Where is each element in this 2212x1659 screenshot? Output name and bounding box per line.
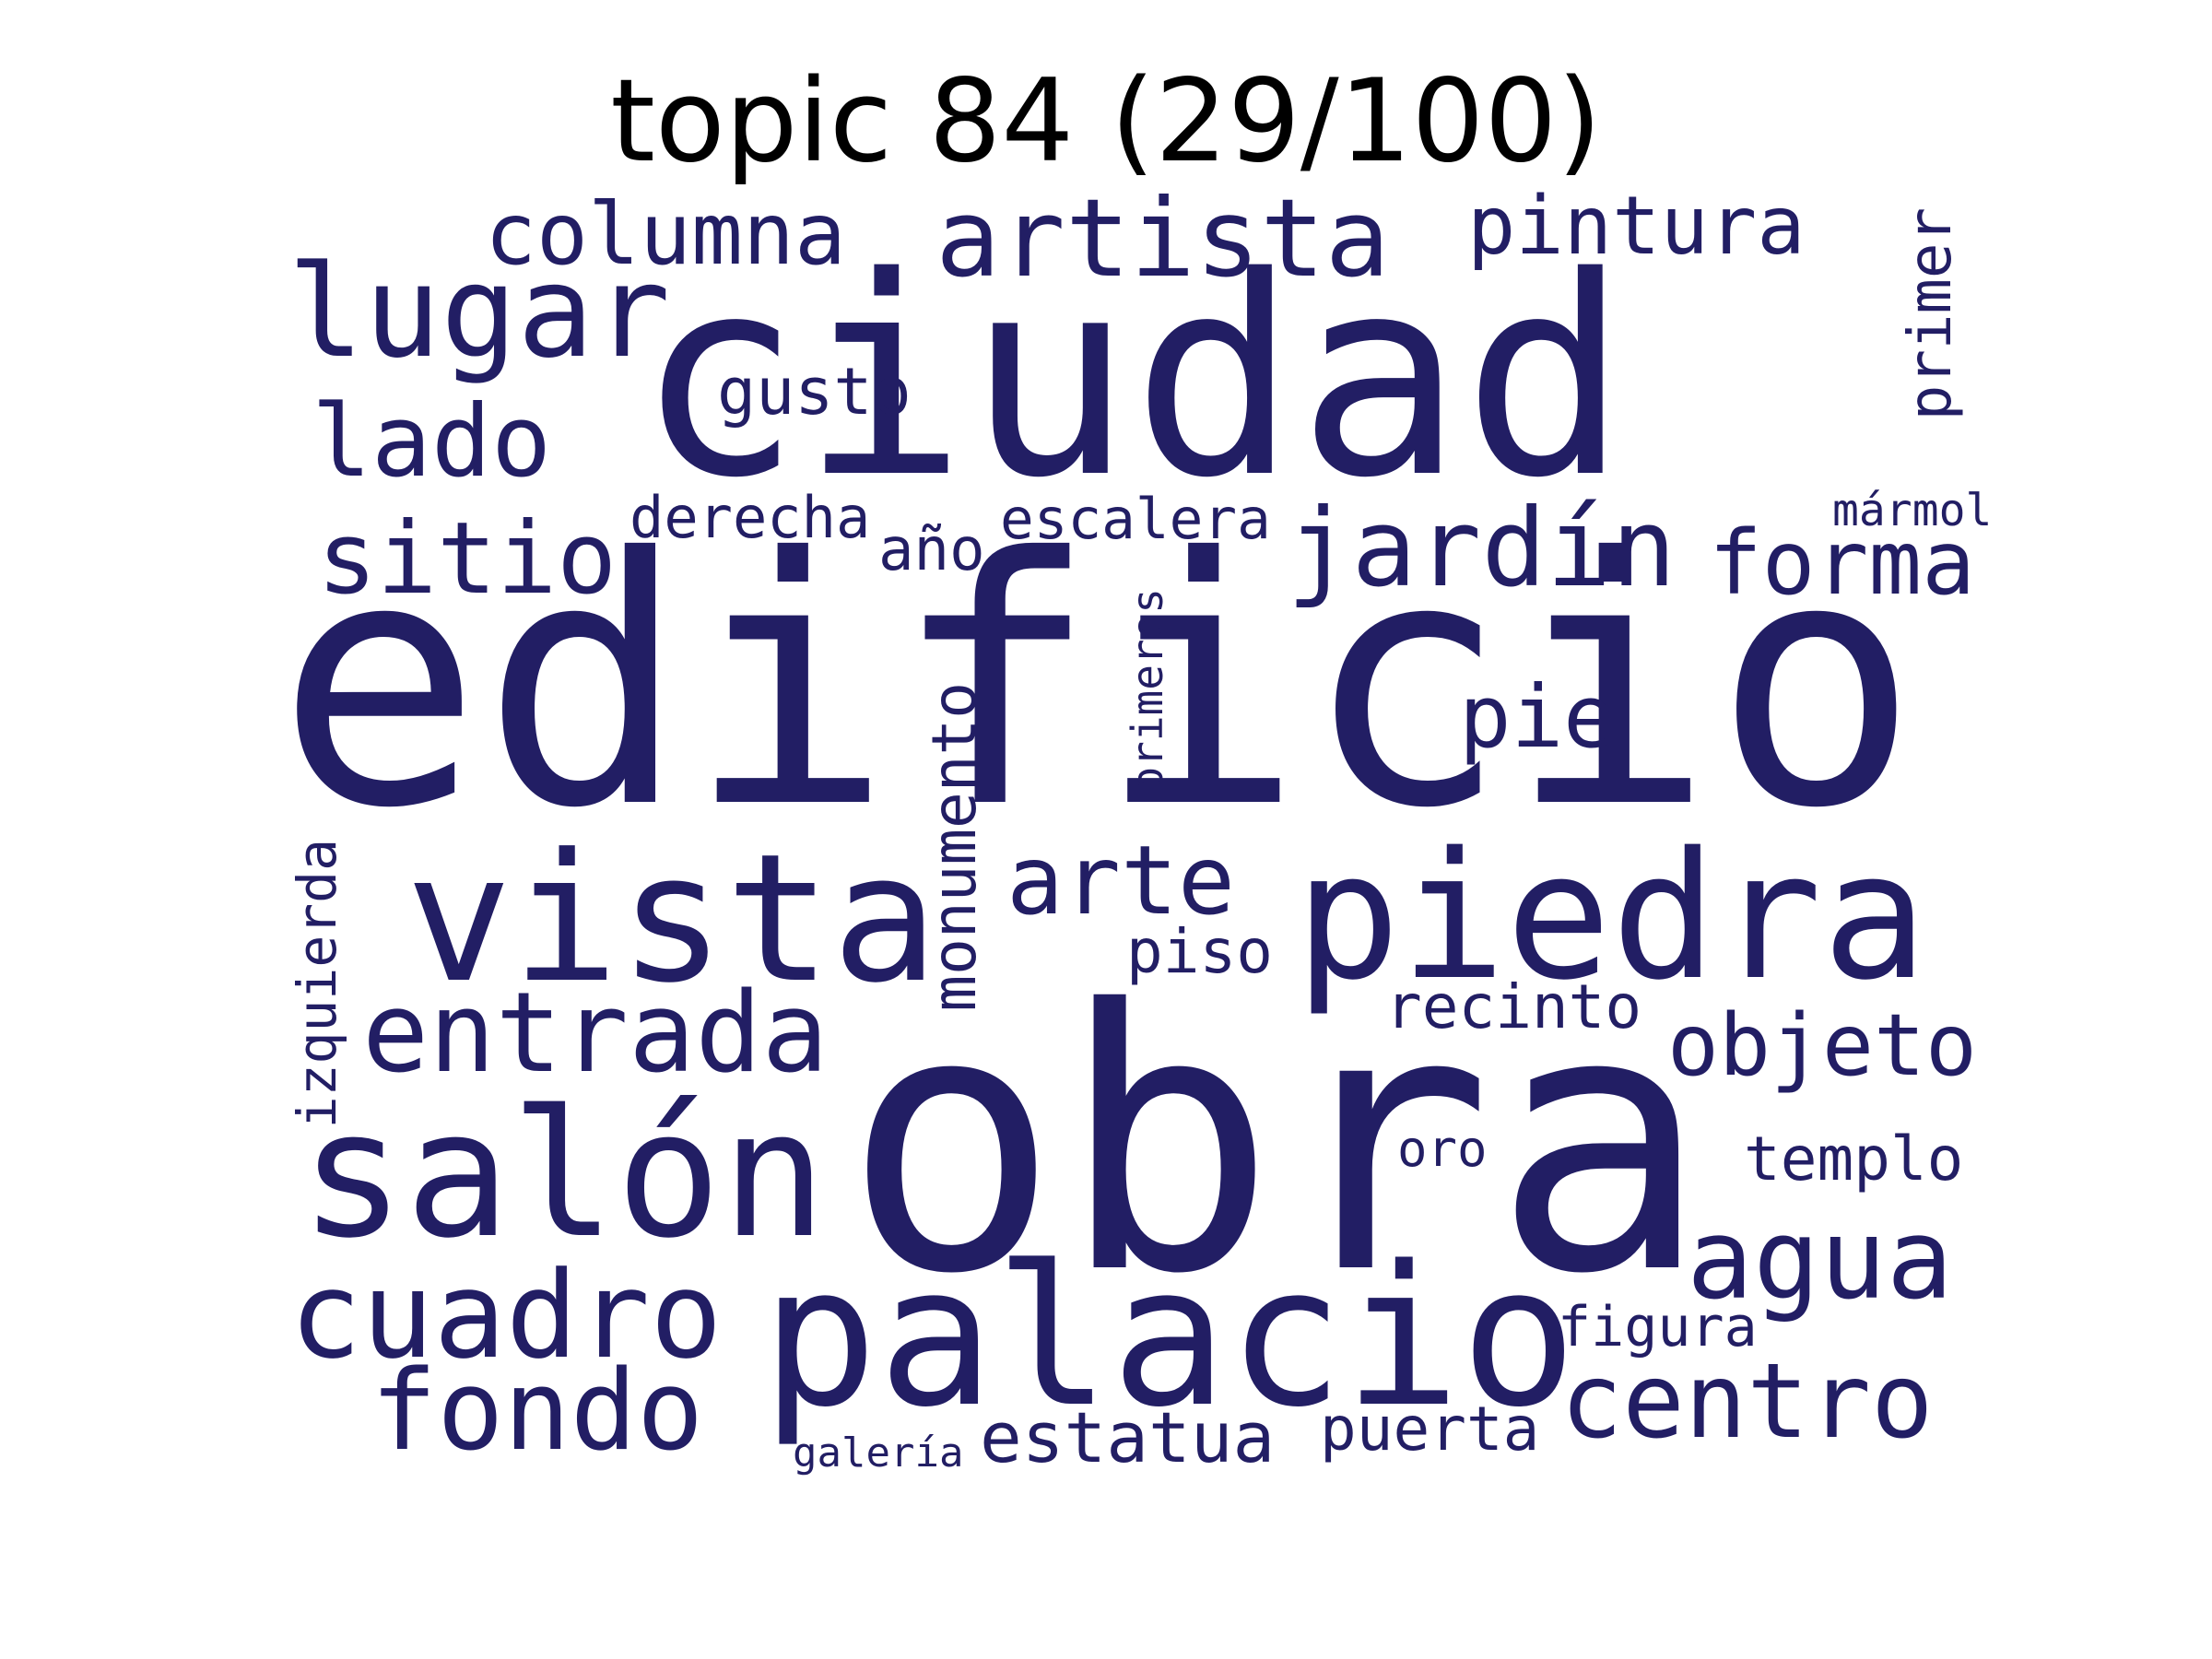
word-galeria: galería xyxy=(793,1430,964,1477)
word-arte: arte xyxy=(1006,826,1236,936)
word-derecha: derecha xyxy=(629,484,871,551)
word-ciudad: ciudad xyxy=(636,218,1629,538)
word-objeto: objeto xyxy=(1667,995,1977,1095)
word-oro: oro xyxy=(1397,1120,1488,1178)
word-columna: columna xyxy=(485,184,846,284)
word-escalera: escalera xyxy=(1000,487,1271,552)
word-ano: año xyxy=(878,516,985,584)
word-gusto: gusto xyxy=(717,354,912,429)
word-lado: lado xyxy=(312,384,552,500)
word-entrada: entrada xyxy=(362,970,829,1098)
word-vista: vista xyxy=(406,817,938,1022)
word-fondo: fondo xyxy=(371,1347,704,1476)
word-piedra: piedra xyxy=(1295,815,1928,1018)
word-jardin: jardín xyxy=(1287,485,1677,611)
word-marmol: mármol xyxy=(1832,485,1993,536)
word-pintura: pintura xyxy=(1467,179,1806,273)
cloud-title: topic 84 (29/100) xyxy=(610,55,1602,188)
word-estatua: estatua xyxy=(980,1396,1276,1478)
word-monumento: monumento xyxy=(919,682,990,1012)
word-lugar: lugar xyxy=(288,238,671,386)
word-pie: pie xyxy=(1459,667,1616,768)
word-centro: centro xyxy=(1560,1342,1934,1462)
word-salon: salón xyxy=(300,1073,827,1277)
word-forma: forma xyxy=(1709,512,1975,615)
word-figura: figura xyxy=(1558,1295,1758,1359)
word-puerta: puerta xyxy=(1320,1394,1540,1465)
word-artista: artista xyxy=(935,175,1391,301)
word-templo: templo xyxy=(1744,1124,1964,1194)
word-primer: primer xyxy=(1897,207,1965,421)
word-primeros: primeros xyxy=(1123,588,1172,793)
word-edificio: edificio xyxy=(276,487,1920,883)
word-recinto: recinto xyxy=(1385,971,1642,1042)
word-sitio: sitio xyxy=(317,501,618,617)
word-piso: piso xyxy=(1126,916,1273,987)
word-cuadro: cuadro xyxy=(289,1245,723,1385)
word-agua: agua xyxy=(1687,1196,1953,1324)
word-obra: obra xyxy=(843,934,1710,1352)
word-palacio: palacio xyxy=(761,1224,1578,1450)
word-izquierda: izquierda xyxy=(286,839,348,1129)
